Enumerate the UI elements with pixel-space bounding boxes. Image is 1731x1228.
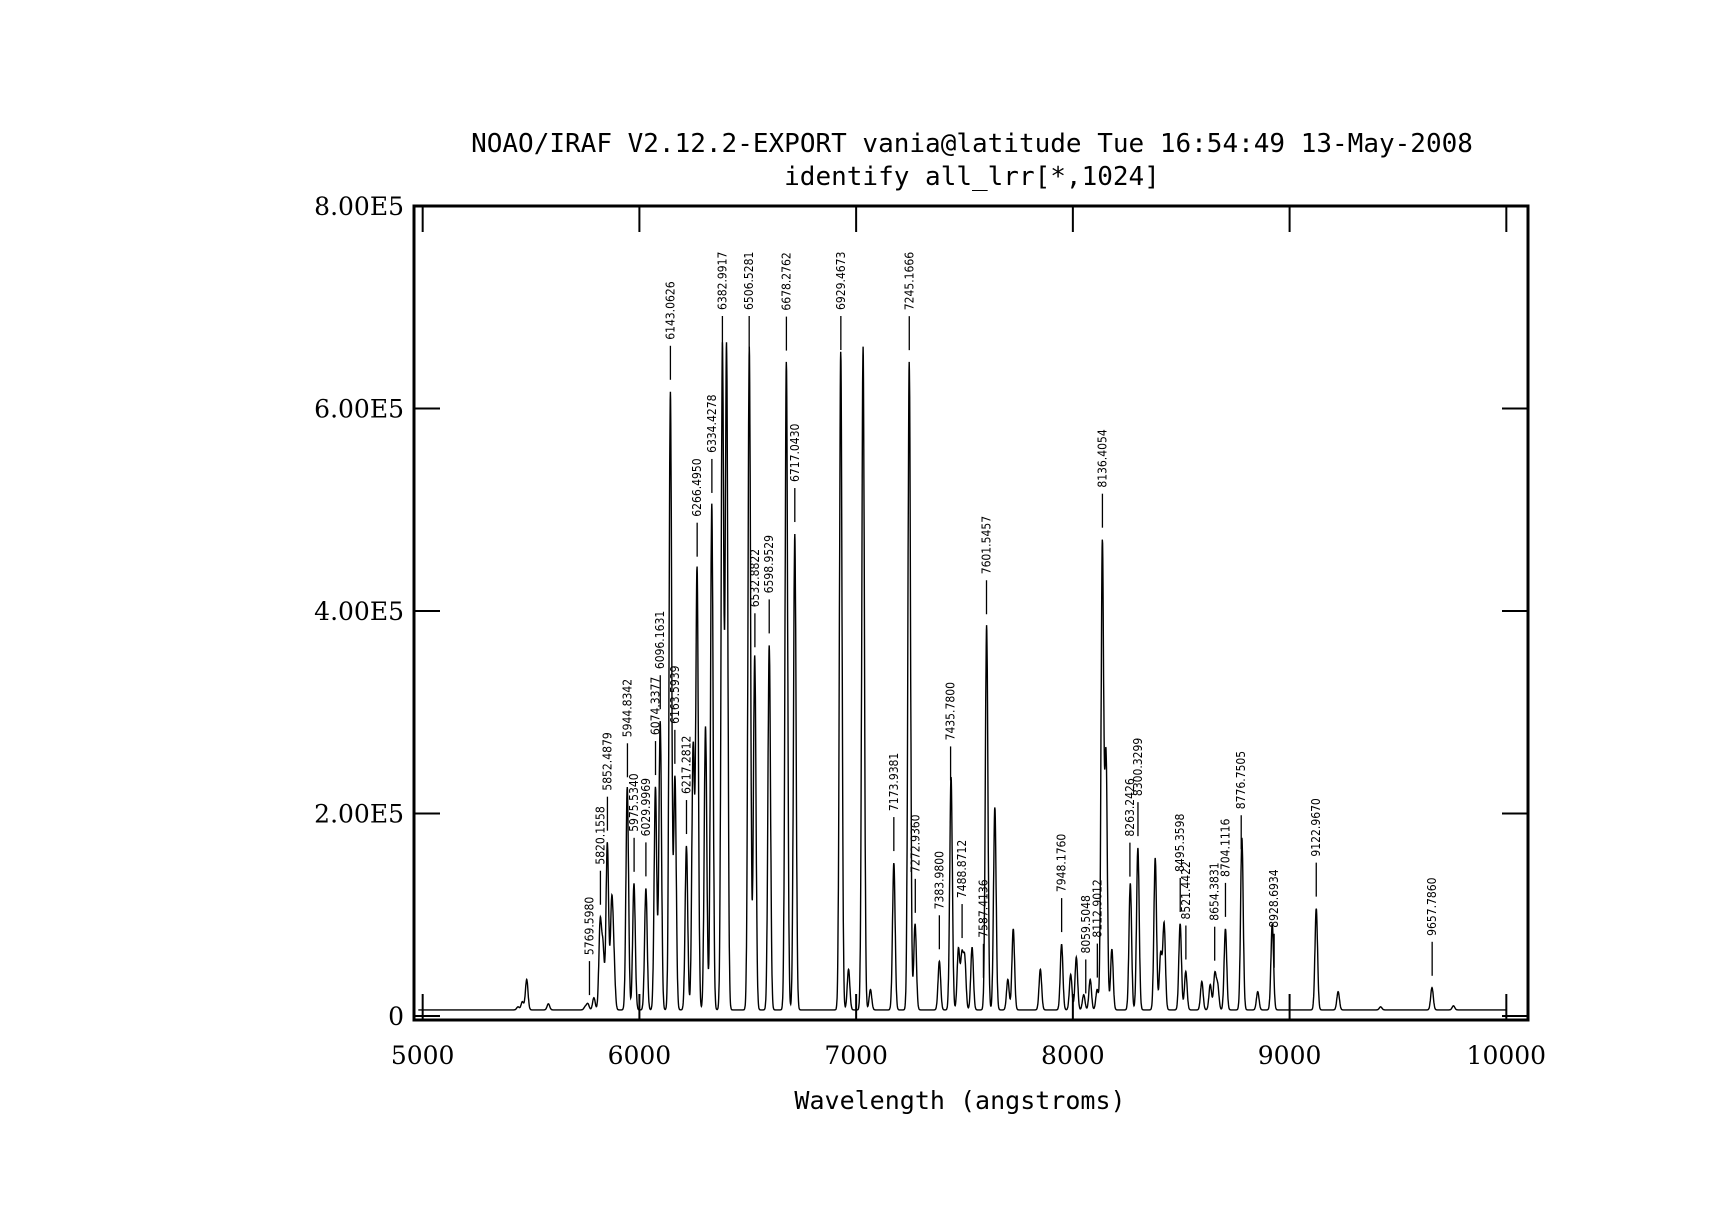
y-tick-label: 8.00E5 [314,192,404,221]
line-id-label: 5852.4879 [600,732,614,790]
line-id-label: 8704.1116 [1218,818,1232,876]
x-tick-label: 8000 [1041,1041,1105,1070]
line-id-label: 6929.4673 [834,252,848,310]
x-tick-label: 10000 [1467,1041,1547,1070]
line-id-label: 8112.9012 [1090,879,1104,937]
x-tick-label: 9000 [1258,1041,1322,1070]
line-id-label: 7173.9381 [887,753,901,811]
line-id-label: 9657.7860 [1425,877,1439,935]
line-id-label: 7601.5457 [979,516,993,574]
line-id-markers: 5769.5980 5820.1558 5852.4879 5944.8342 5975… [582,252,1439,996]
chart-title: NOAO/IRAF V2.12.2-EXPORT vania@latitude … [471,129,1473,159]
line-id-label: 7245.1666 [902,252,916,310]
line-id-label: 8263.2426 [1123,778,1137,836]
line-id-label: 7488.8712 [955,840,969,898]
line-id-label: 7948.1760 [1055,834,1069,892]
line-id-label: 8928.6934 [1267,869,1281,927]
line-id-label: 6266.4950 [690,458,704,516]
y-tick-label: 6.00E5 [314,394,404,423]
y-tick-label: 4.00E5 [314,597,404,626]
spectrum-line [418,342,1507,1011]
line-id-label: 5975.5340 [627,773,641,831]
line-id-label: 6096.1631 [653,611,667,669]
line-id-label: 6717.0430 [788,423,802,481]
line-id-label: 6678.2762 [779,252,793,310]
y-tick-label: 2.00E5 [314,799,404,828]
line-id-label: 5820.1558 [593,806,607,864]
plot-frame [412,204,1530,1022]
line-id-label: 8521.4422 [1179,861,1193,919]
line-id-label: 6029.9969 [639,778,653,836]
line-id-label: 8300.3299 [1131,738,1145,796]
line-id-label: 7272.9360 [908,814,922,872]
line-id-label: 6382.9917 [715,252,729,310]
chart-subtitle: identify all_lrr[*,1024] [784,162,1160,192]
line-id-label: 8136.4054 [1095,429,1109,487]
line-id-label: 6163.5939 [668,665,682,723]
x-tick-label: 5000 [391,1041,455,1070]
x-axis-label: Wavelength (angstroms) [794,1086,1125,1115]
line-id-label: 5944.8342 [620,679,634,737]
line-id-label: 6598.9529 [762,535,776,593]
line-id-label: 6074.3377 [648,677,662,735]
x-tick-label: 7000 [824,1041,888,1070]
line-id-label: 7435.7800 [944,682,958,740]
spectrum-plot [418,342,1507,1011]
line-id-label: 6532.8822 [748,549,762,607]
line-id-label: 8495.3598 [1173,813,1187,871]
line-id-label: 6506.5281 [742,252,756,310]
line-id-label: 8776.7505 [1234,751,1248,809]
line-id-label: 6217.2812 [680,736,694,794]
x-tick-label: 6000 [608,1041,672,1070]
line-id-label: 6334.4278 [705,394,719,452]
line-id-label: 9122.9670 [1309,798,1323,856]
line-id-label: 5769.5980 [582,897,596,955]
axis-ticks: 5000 6000 7000 8000 9000 10000 0 2.00E5 4.00E5 6.… [314,192,1546,1070]
line-id-label: 8059.5048 [1079,895,1093,953]
line-id-label: 7587.4136 [976,879,990,937]
line-id-label: 7383.9800 [932,851,946,909]
line-id-label: 8654.3831 [1208,862,1222,920]
line-id-label: 6143.0626 [663,281,677,339]
y-tick-label: 0 [388,1002,404,1031]
